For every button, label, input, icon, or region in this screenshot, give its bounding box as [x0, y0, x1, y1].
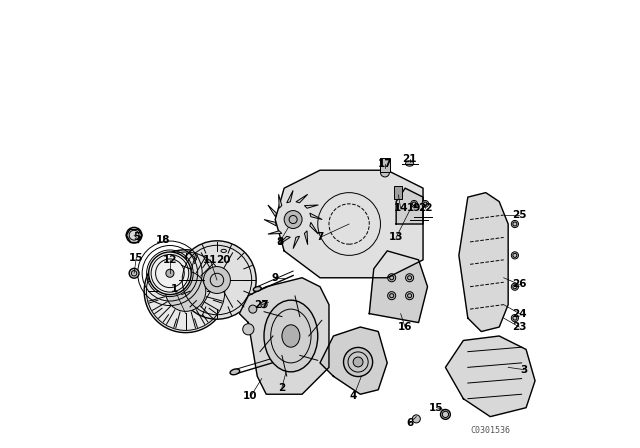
- Polygon shape: [396, 188, 423, 224]
- Ellipse shape: [166, 269, 174, 277]
- Polygon shape: [268, 205, 276, 217]
- Polygon shape: [239, 278, 329, 394]
- Ellipse shape: [511, 314, 518, 322]
- Text: 11: 11: [203, 255, 218, 265]
- Polygon shape: [287, 190, 293, 203]
- Text: 24: 24: [512, 309, 527, 319]
- Text: 5: 5: [132, 233, 140, 242]
- Ellipse shape: [249, 305, 257, 313]
- Text: 15: 15: [429, 403, 444, 413]
- Ellipse shape: [204, 267, 230, 293]
- Ellipse shape: [406, 292, 413, 300]
- Text: 3: 3: [520, 365, 527, 375]
- Polygon shape: [459, 193, 508, 332]
- Ellipse shape: [264, 300, 317, 372]
- Polygon shape: [310, 213, 323, 220]
- Polygon shape: [305, 205, 318, 208]
- Text: 20: 20: [216, 255, 231, 265]
- Ellipse shape: [129, 268, 139, 278]
- Text: 7: 7: [316, 233, 324, 242]
- Ellipse shape: [411, 200, 417, 207]
- Text: 14: 14: [394, 203, 408, 213]
- Text: 9: 9: [271, 273, 279, 283]
- Polygon shape: [293, 236, 300, 249]
- Text: 21: 21: [403, 154, 417, 164]
- Polygon shape: [278, 194, 282, 208]
- Ellipse shape: [353, 357, 363, 367]
- Ellipse shape: [388, 274, 396, 282]
- Polygon shape: [369, 251, 428, 323]
- Text: C0301536: C0301536: [470, 426, 510, 435]
- Text: 19: 19: [407, 203, 421, 213]
- Polygon shape: [278, 236, 291, 245]
- Text: 13: 13: [389, 233, 403, 242]
- Text: 25: 25: [512, 210, 527, 220]
- Polygon shape: [320, 327, 387, 394]
- Text: 6: 6: [406, 418, 413, 428]
- Ellipse shape: [144, 250, 227, 332]
- Polygon shape: [445, 336, 535, 417]
- Text: 23: 23: [512, 322, 527, 332]
- Ellipse shape: [406, 274, 413, 282]
- Text: 27: 27: [255, 300, 269, 310]
- Ellipse shape: [388, 292, 396, 300]
- Ellipse shape: [511, 283, 518, 290]
- Ellipse shape: [511, 220, 518, 228]
- Text: 18: 18: [156, 235, 170, 245]
- Polygon shape: [296, 194, 308, 203]
- Text: 26: 26: [512, 280, 527, 289]
- Text: 15: 15: [129, 253, 143, 263]
- Ellipse shape: [412, 415, 420, 423]
- Text: 1: 1: [171, 284, 178, 294]
- Ellipse shape: [406, 161, 413, 166]
- Ellipse shape: [440, 409, 451, 419]
- Ellipse shape: [253, 287, 261, 291]
- Text: 17: 17: [378, 159, 392, 168]
- Polygon shape: [268, 231, 282, 234]
- Ellipse shape: [284, 211, 302, 228]
- Bar: [394, 186, 402, 199]
- Ellipse shape: [282, 325, 300, 347]
- Ellipse shape: [230, 369, 240, 375]
- Text: 16: 16: [398, 322, 412, 332]
- Text: 12: 12: [163, 255, 177, 265]
- Ellipse shape: [148, 252, 191, 295]
- Text: 10: 10: [243, 392, 258, 401]
- Ellipse shape: [178, 241, 256, 319]
- Polygon shape: [264, 220, 276, 226]
- Polygon shape: [305, 231, 308, 245]
- Ellipse shape: [126, 228, 142, 243]
- Ellipse shape: [511, 252, 518, 259]
- Bar: [380, 158, 390, 172]
- Text: 8: 8: [276, 237, 284, 247]
- Polygon shape: [275, 170, 423, 278]
- Text: 4: 4: [350, 392, 357, 401]
- Ellipse shape: [380, 168, 390, 177]
- Ellipse shape: [422, 200, 429, 207]
- Text: 22: 22: [418, 203, 433, 213]
- Polygon shape: [310, 222, 318, 234]
- Text: 2: 2: [278, 383, 285, 392]
- Ellipse shape: [261, 302, 267, 308]
- Ellipse shape: [243, 323, 254, 335]
- Ellipse shape: [166, 271, 206, 311]
- Ellipse shape: [344, 348, 372, 376]
